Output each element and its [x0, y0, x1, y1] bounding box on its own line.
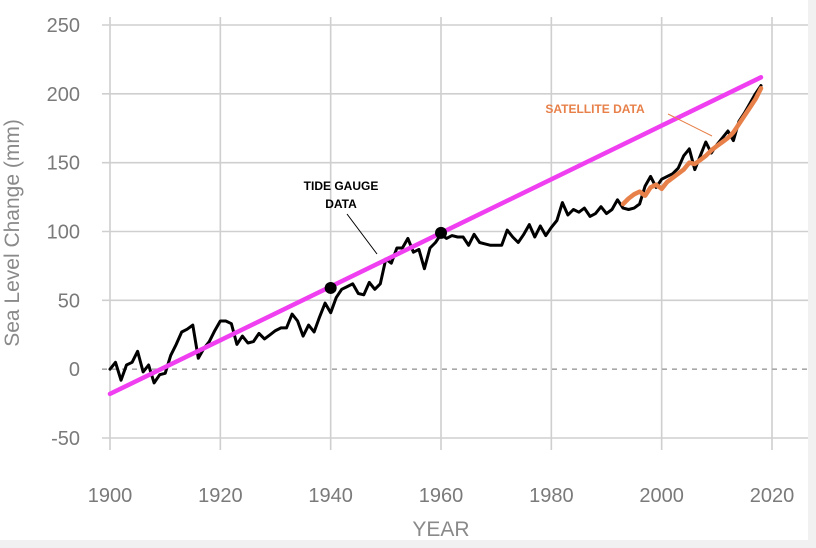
y-tick-label--50: -50: [51, 428, 80, 450]
grid: [102, 17, 808, 450]
y-tick-label-100: 100: [47, 222, 80, 244]
x-tick-label-1920: 1920: [198, 485, 243, 507]
series-layer: [107, 75, 764, 397]
y-tick-label-150: 150: [47, 153, 80, 175]
x-tick-label-1900: 1900: [88, 485, 133, 507]
y-axis-title: Sea Level Change (mm): [1, 119, 24, 347]
satellite-line: [620, 86, 764, 207]
tide-gauge-leader: [346, 213, 378, 255]
satellite-label: SATELLITE DATA: [545, 102, 645, 116]
trend-line: [107, 75, 764, 397]
x-tick-label-1960: 1960: [419, 485, 464, 507]
x-tick-label-2020: 2020: [750, 485, 795, 507]
x-axis-title: YEAR: [412, 518, 469, 540]
tide-gauge-label-line1: TIDE GAUGE: [304, 179, 379, 193]
satellite-leader: [667, 113, 713, 137]
annotation-layer: TIDE GAUGE DATA SATELLITE DATA: [304, 102, 713, 255]
y-tick-label-50: 50: [58, 290, 80, 312]
marker-point-1960: [435, 226, 447, 239]
chart-container: TIDE GAUGE DATA SATELLITE DATA 1900 1920 194…: [0, 0, 808, 540]
x-tick-label-1980: 1980: [529, 485, 574, 507]
x-tick-label-1940: 1940: [308, 485, 353, 507]
x-tick-label-2000: 2000: [639, 485, 684, 507]
y-tick-label-200: 200: [47, 84, 80, 106]
y-tick-label-250: 250: [47, 15, 80, 37]
marker-point-1940: [324, 281, 337, 294]
point-layer: [324, 226, 447, 294]
tick-labels: 1900 1920 1940 1960 1980 2000 2020 250 200 150 100…: [47, 15, 795, 507]
tide_gauge-line: [108, 84, 763, 385]
tide-gauge-label-line2: DATA: [325, 197, 357, 211]
sea-level-chart: TIDE GAUGE DATA SATELLITE DATA 1900 1920 194…: [1, 15, 808, 540]
y-tick-label-0: 0: [69, 359, 80, 381]
